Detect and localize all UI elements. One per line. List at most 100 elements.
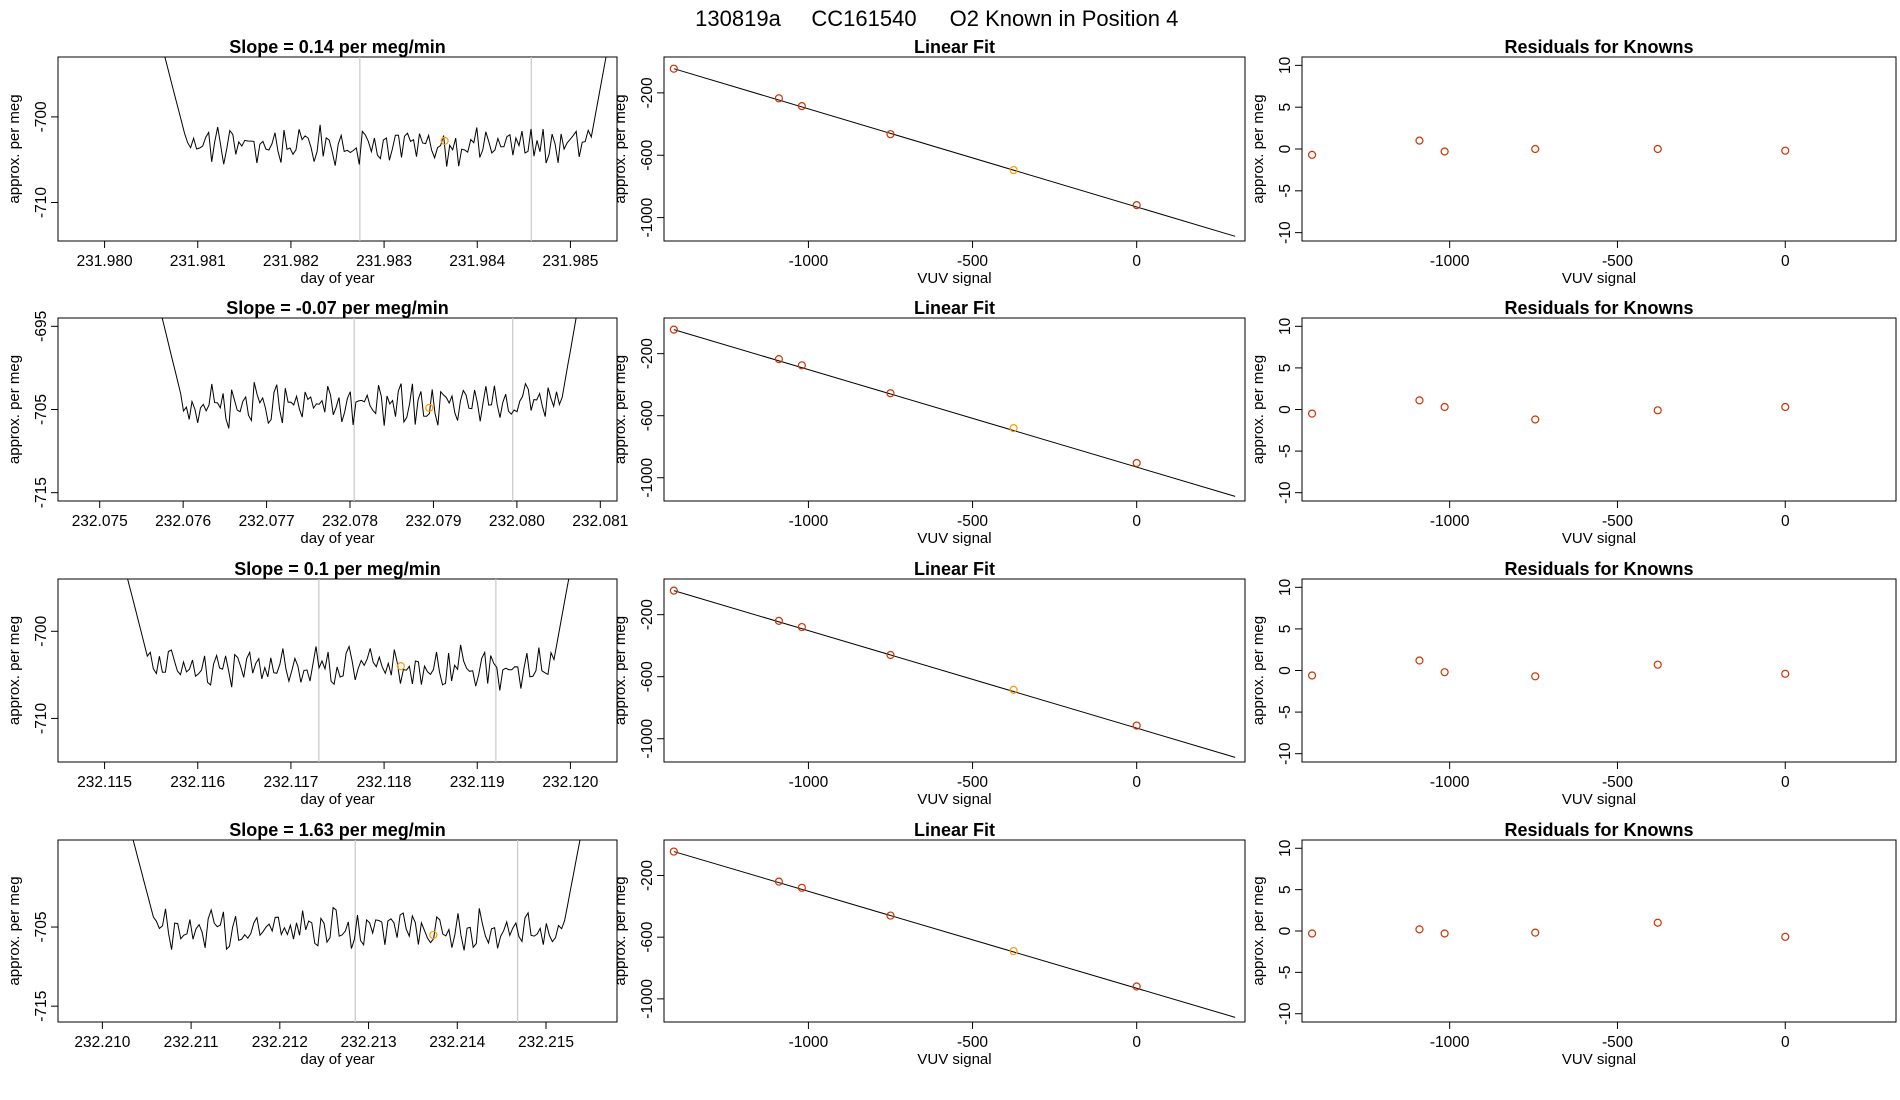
x-tick-label: -500 [1602, 774, 1633, 791]
x-tick-label: 232.211 [164, 1034, 219, 1051]
x-tick-label: 231.983 [356, 253, 412, 270]
x-tick-label: -500 [957, 774, 988, 791]
x-tick-label: 232.119 [450, 774, 505, 791]
y-axis-label: approx. per meg [6, 94, 23, 203]
x-axis-label: VUV signal [1562, 530, 1636, 547]
panel-title: Slope = 0.1 per meg/min [234, 559, 441, 579]
y-tick-label: -1000 [639, 979, 656, 1019]
x-axis-label: VUV signal [917, 270, 991, 287]
plot-frame [663, 578, 1246, 763]
residual-point [1415, 136, 1424, 145]
y-axis-label: approx. per meg [612, 876, 629, 985]
residual-point [1531, 415, 1540, 424]
y-tick-label: -715 [33, 477, 50, 508]
plot-frame [57, 839, 618, 1023]
fit-line [673, 851, 1236, 1018]
x-axis-label: VUV signal [1562, 1051, 1636, 1068]
y-axis-label: approx. per meg [1250, 94, 1267, 203]
panel-1-2: Linear Fit -1000 -500 0 VUV signal -200 -600 -1… [612, 37, 1246, 287]
y-tick-label: -200 [639, 599, 656, 630]
x-tick-label: 232.080 [489, 513, 545, 530]
y-tick-label: -1000 [639, 719, 656, 759]
signal-trace [127, 579, 570, 691]
x-tick-label: -1000 [1430, 774, 1470, 791]
panel-2-1: Slope = -0.07 per meg/min 232.075 232.076 2… [6, 298, 628, 547]
y-tick-label: 0 [1277, 666, 1294, 675]
known-point [1132, 721, 1141, 730]
x-tick-label: 0 [1781, 1034, 1790, 1051]
plot-frame [57, 317, 618, 502]
residual-point [1653, 144, 1662, 154]
residual-point [1440, 929, 1449, 938]
known-point [669, 325, 678, 334]
x-axis-label: VUV signal [1562, 270, 1636, 287]
x-axis-label: VUV signal [917, 791, 991, 808]
known-point [797, 883, 806, 892]
known-point [1009, 165, 1018, 175]
fit-line [673, 329, 1236, 497]
panel-title: Residuals for Knowns [1504, 820, 1693, 840]
residual-point [1531, 144, 1540, 154]
x-tick-label: -500 [957, 253, 988, 270]
x-tick-label: 231.981 [170, 253, 226, 270]
signal-trace [132, 840, 581, 951]
panel-1-3: Residuals for Knowns -1000 -500 0 VUV signal… [1250, 37, 1897, 287]
residual-point [1653, 660, 1662, 669]
residual-point [1307, 409, 1317, 418]
residual-point [1415, 396, 1424, 405]
y-tick-label: -5 [1277, 444, 1294, 458]
panel-1-1: Slope = 0.14 per meg/min 231.980 231.981 23… [6, 37, 618, 287]
x-tick-label: 232.116 [170, 774, 225, 791]
x-tick-label: -500 [1602, 1034, 1633, 1051]
residual-point [1307, 150, 1317, 159]
y-tick-label: -200 [639, 860, 656, 891]
x-tick-label: 0 [1781, 774, 1790, 791]
known-point [886, 389, 895, 398]
known-point [774, 616, 783, 625]
plot-frame [663, 317, 1246, 502]
y-tick-label: 10 [1277, 56, 1294, 74]
plot-frame [1301, 56, 1897, 242]
sample-marker [396, 662, 405, 671]
x-tick-label: 0 [1781, 253, 1790, 270]
panel-title: Linear Fit [914, 820, 995, 840]
residual-point [1307, 671, 1317, 680]
figure-title-run: 130819a [695, 6, 781, 31]
x-tick-label: 232.078 [322, 513, 378, 530]
panel-3-2: Linear Fit -1000 -500 0 VUV signal -200 -600 -1… [612, 559, 1246, 808]
panel-2-2: Linear Fit -1000 -500 0 VUV signal -200 -600 -1… [612, 298, 1246, 547]
x-tick-label: 0 [1781, 513, 1790, 530]
residual-point [1781, 146, 1790, 155]
panel-title: Residuals for Knowns [1504, 37, 1693, 57]
x-axis-label: VUV signal [1562, 791, 1636, 808]
sample-marker [425, 403, 434, 412]
x-tick-label: -500 [1602, 253, 1633, 270]
x-axis-label: day of year [300, 791, 374, 808]
x-tick-label: 232.213 [341, 1034, 397, 1051]
x-tick-label: 232.075 [72, 513, 128, 530]
x-tick-label: 232.079 [405, 513, 461, 530]
x-tick-label: -500 [1602, 513, 1633, 530]
y-tick-label: 5 [1277, 625, 1294, 634]
residual-point [1415, 656, 1424, 665]
panel-title: Slope = 0.14 per meg/min [229, 37, 446, 57]
x-tick-label: -1000 [789, 253, 829, 270]
panel-title: Slope = 1.63 per meg/min [229, 820, 446, 840]
y-tick-label: -5 [1277, 184, 1294, 198]
known-point [1132, 982, 1141, 991]
panel-3-1: Slope = 0.1 per meg/min 232.115 232.116 232… [6, 559, 618, 808]
residual-point [1781, 669, 1790, 678]
known-point [669, 64, 678, 73]
y-tick-label: -600 [639, 661, 656, 692]
known-point [669, 586, 678, 595]
x-tick-label: 232.118 [357, 774, 412, 791]
panel-title: Linear Fit [914, 37, 995, 57]
y-axis-label: approx. per meg [612, 616, 629, 725]
x-tick-label: 232.076 [155, 513, 211, 530]
y-tick-label: -1000 [639, 458, 656, 498]
x-axis-label: day of year [300, 1051, 374, 1068]
known-point [797, 102, 806, 111]
figure-title-description: O2 Known in Position 4 [950, 6, 1179, 31]
residual-point [1440, 668, 1449, 677]
known-point [774, 354, 783, 364]
